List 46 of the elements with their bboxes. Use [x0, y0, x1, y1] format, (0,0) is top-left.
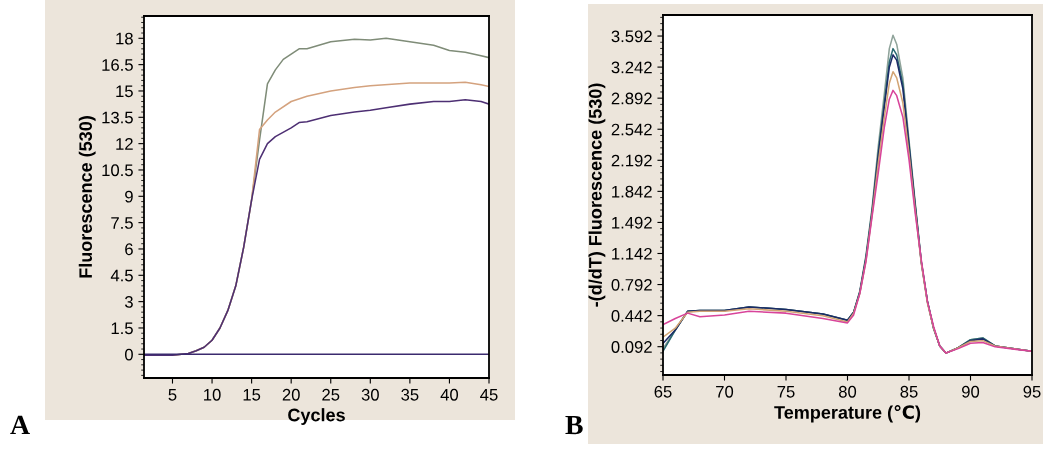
- x-tick-label: 35: [401, 388, 419, 401]
- y-tick-label: 4.5: [110, 269, 133, 282]
- x-tick-label: 70: [716, 385, 734, 398]
- y-tick-label: 7.5: [111, 217, 133, 229]
- y-tick-label: 2.542: [611, 123, 652, 136]
- y-tick-label: 18: [116, 32, 133, 45]
- y-tick-label: 0.092: [611, 341, 652, 353]
- y-tick-label: 0: [124, 348, 133, 361]
- x-tick-label: 95: [1023, 385, 1041, 398]
- x-tick-label: 85: [900, 385, 918, 398]
- x-tick-label: 40: [440, 388, 459, 401]
- x-tick-label: 80: [838, 385, 857, 398]
- y-tick-label: 2.192: [611, 154, 652, 167]
- y-tick-label: 1.5: [111, 322, 133, 335]
- y-axis-title: -(d/dT) Fluorescence (530): [588, 83, 606, 307]
- y-tick-label: 9: [125, 190, 133, 203]
- x-tick-label: 45: [480, 389, 498, 401]
- y-tick-label: 15: [116, 85, 133, 98]
- x-tick-label: 5: [168, 389, 177, 401]
- y-tick-label: 2.892: [611, 92, 652, 105]
- x-tick-label: 30: [361, 388, 379, 401]
- y-tick-label: 1.492: [612, 216, 652, 229]
- x-axis-title: Temperature (℃): [774, 405, 921, 423]
- x-tick-label: 10: [204, 388, 221, 401]
- x-tick-label: 20: [282, 388, 300, 401]
- x-tick-label: 65: [654, 385, 672, 398]
- x-tick-label: 15: [243, 389, 261, 401]
- y-tick-label: 3.592: [611, 30, 652, 43]
- y-tick-label: 1.142: [612, 247, 652, 260]
- x-tick-label: 75: [777, 386, 795, 398]
- x-tick-label: 90: [962, 385, 980, 398]
- y-tick-label: 0.792: [611, 278, 652, 291]
- y-tick-label: 3.242: [611, 61, 652, 74]
- y-tick-label: 12: [116, 138, 133, 150]
- x-tick-label: 25: [322, 388, 340, 401]
- y-tick-label: 0.442: [611, 310, 652, 322]
- y-tick-label: 3: [124, 296, 133, 308]
- y-tick-label: 6: [125, 243, 133, 256]
- y-tick-label: 13.5: [102, 111, 133, 124]
- x-axis-title: Cycles: [288, 408, 345, 425]
- y-tick-label: 10.5: [102, 164, 133, 177]
- y-tick-label: 1.842: [612, 185, 652, 198]
- text: B: [565, 415, 583, 435]
- y-axis-title: Fluorescence (530): [78, 116, 96, 278]
- y-tick-label: 16.5: [102, 59, 133, 71]
- text: A: [10, 415, 30, 435]
